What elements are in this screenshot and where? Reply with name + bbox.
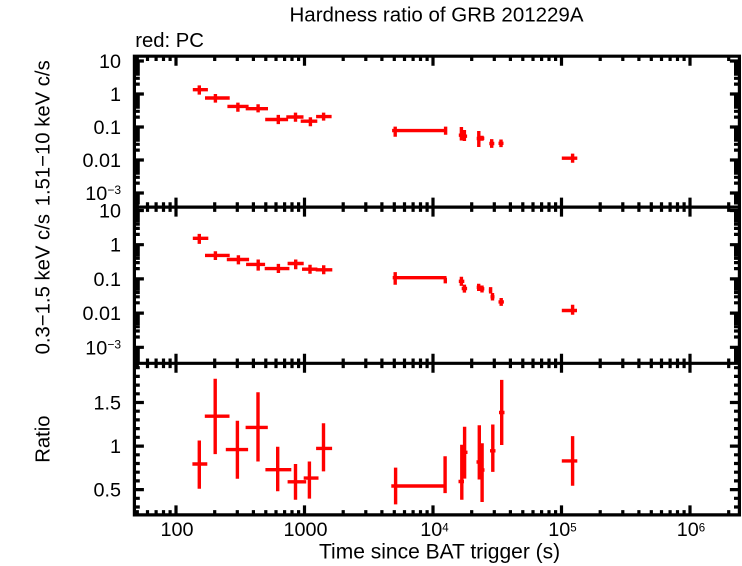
- svg-text:0.5: 0.5: [94, 480, 122, 502]
- svg-text:106: 106: [677, 519, 705, 541]
- svg-text:104: 104: [420, 519, 449, 541]
- svg-text:Hardness ratio of GRB 201229A: Hardness ratio of GRB 201229A: [290, 4, 584, 27]
- svg-text:1: 1: [110, 436, 121, 458]
- svg-text:100: 100: [160, 519, 193, 541]
- svg-text:0.1: 0.1: [94, 117, 122, 139]
- svg-text:Time since BAT trigger (s): Time since BAT trigger (s): [319, 541, 560, 564]
- svg-text:0.01: 0.01: [82, 303, 121, 325]
- svg-text:0.1: 0.1: [94, 269, 122, 291]
- svg-text:105: 105: [548, 519, 576, 541]
- svg-text:10: 10: [99, 201, 121, 223]
- svg-text:1.5: 1.5: [94, 393, 122, 415]
- svg-text:1: 1: [110, 84, 121, 106]
- svg-text:10: 10: [99, 51, 121, 73]
- svg-text:0.3−1.5 keV c/s: 0.3−1.5 keV c/s: [33, 214, 55, 354]
- svg-text:0.01: 0.01: [82, 150, 121, 172]
- svg-text:1.51−10 keV c/s: 1.51−10 keV c/s: [33, 60, 55, 206]
- svg-text:1000: 1000: [283, 519, 327, 541]
- svg-text:Ratio: Ratio: [33, 415, 55, 462]
- svg-text:1: 1: [110, 235, 121, 257]
- svg-text:red: PC: red: PC: [135, 30, 204, 52]
